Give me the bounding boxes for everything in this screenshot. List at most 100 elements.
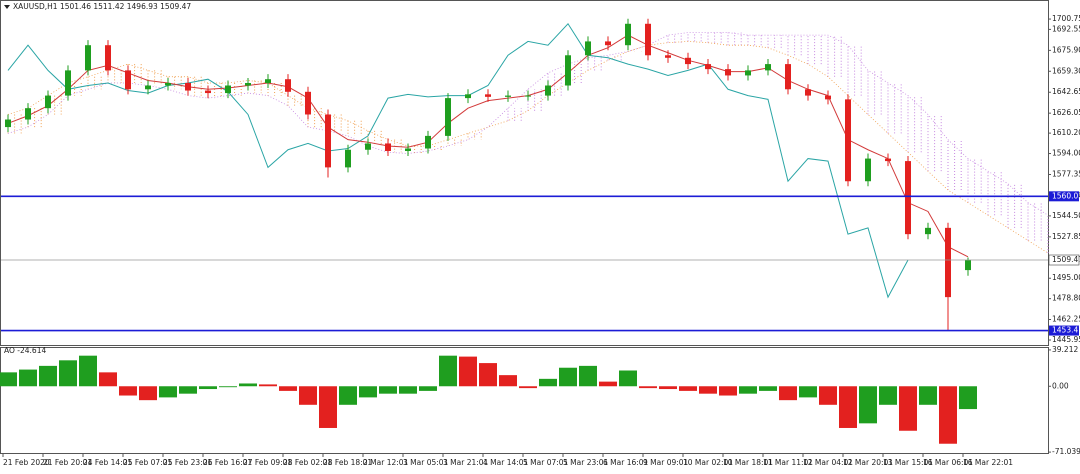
y-tick-label: 1692.55 [1052,24,1080,33]
candle-body [865,158,871,182]
ao-bar [239,383,257,387]
x-tick-label: 25 Feb 23:01 [163,458,212,467]
candle-body [485,94,491,97]
candle-body [105,45,111,71]
x-tick-label: 5 Mar 23:01 [563,458,609,467]
ao-bar [519,386,537,389]
candle-body [205,90,211,94]
y-tick-label: 1544.50 [1052,211,1080,220]
candle-body [45,95,51,109]
x-tick-label: 3 Mar 21:01 [443,458,489,467]
x-tick-label: 21 Feb 20:01 [43,458,92,467]
candle-body [945,227,951,298]
price-label-box [1048,254,1080,266]
ao-bar [939,386,957,444]
chikou-line [7,22,909,299]
x-tick-label: 27 Feb 09:01 [243,458,292,467]
x-tick-label: 26 Feb 16:01 [203,458,252,467]
candle-body [385,143,391,152]
candle-body [905,161,911,235]
ao-bar [959,386,977,410]
ao-bar [759,386,777,391]
candle-body [125,70,131,90]
ao-bar [119,386,137,396]
ao-bar [839,386,857,428]
candle-body [5,119,11,128]
menu-arrow[interactable] [4,5,10,9]
ao-bar [79,355,97,387]
x-tick-label: 6 Mar 16:01 [603,458,649,467]
candle-body [525,95,531,97]
ao-bar [59,360,77,387]
y-tick-label: 1462.25 [1052,314,1080,323]
x-tick-label: 28 Feb 02:01 [283,458,332,467]
candle-body [65,70,71,96]
level-label-box [1049,325,1079,336]
ao-bar [619,370,637,387]
ao-bar [179,386,197,394]
x-tick-label: 24 Feb 14:01 [83,458,132,467]
x-tick-label: 16 Mar 06:01 [923,458,973,467]
x-tick-label: 16 Mar 22:01 [963,458,1013,467]
ao-bar [359,386,377,398]
y-tick-label: 1445.95 [1052,335,1080,344]
level-label: 1560.03 [1052,191,1080,200]
candle-body [625,23,631,46]
candle-body [765,64,771,71]
candle-body [725,69,731,76]
candle-body [25,108,31,120]
x-tick-label: 4 Mar 14:01 [483,458,529,467]
x-tick-label: 10 Mar 02:01 [683,458,733,467]
y-tick-label: 0.00 [1052,381,1069,390]
candle-body [365,143,371,150]
candle-body [245,82,251,86]
ao-bar [299,386,317,405]
y-tick-label: 1495.00 [1052,273,1080,282]
candle-body [225,85,231,94]
candle-body [925,227,931,235]
candle-body [585,41,591,56]
plot-area [5,18,1049,331]
level-label: 1453.47 [1052,326,1080,335]
price-label: 1509.47 [1052,255,1080,264]
y-tick-label: 1626.05 [1052,108,1080,117]
ao-bar [779,386,797,401]
candle-body [305,91,311,115]
ao-bar [799,386,817,398]
ao-bar [499,375,517,387]
candle-body [645,23,651,56]
candle-body [745,70,751,76]
ao-bar [459,356,477,387]
candle-body [425,135,431,149]
ao-bar [659,386,677,390]
candle-body [605,41,611,46]
ao-bar [319,386,337,428]
ao-bar [279,386,297,391]
y-tick-label: 1659.30 [1052,66,1080,75]
x-tick-label: 21 Feb 2020 [3,458,50,467]
candle-body [445,98,451,136]
candle-body [685,57,691,65]
candle-body [965,260,971,271]
ao-bar [199,386,217,390]
main-panel [0,0,1049,346]
y-tick-label: 1577.35 [1052,170,1080,179]
ao-bar [219,386,237,388]
candle-body [345,149,351,168]
y-tick-label: 1642.65 [1052,87,1080,96]
y-tick-label: 1610.20 [1052,128,1080,137]
ao-bar [699,386,717,394]
ao-bar [339,386,357,405]
candle-body [405,148,411,152]
candle-body [665,55,671,58]
candle-body [885,158,891,162]
candle-body [265,79,271,83]
candle-body [285,79,291,92]
ao-bar [419,386,437,391]
y-tick-label: -71.039 [1052,447,1080,456]
cloud-edge [7,41,1049,254]
x-tick-label: 12 Mar 04:01 [803,458,853,467]
ao-bar [819,386,837,405]
ao-bar [879,386,897,405]
